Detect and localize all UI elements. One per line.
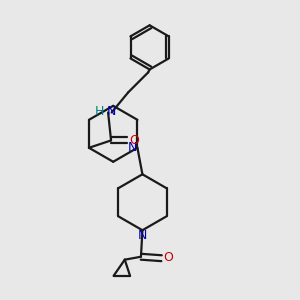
Text: N: N	[107, 105, 116, 118]
Text: H: H	[94, 105, 104, 118]
Text: O: O	[129, 134, 139, 147]
Text: O: O	[164, 251, 173, 264]
Text: N: N	[138, 229, 147, 242]
Text: N: N	[128, 141, 137, 154]
